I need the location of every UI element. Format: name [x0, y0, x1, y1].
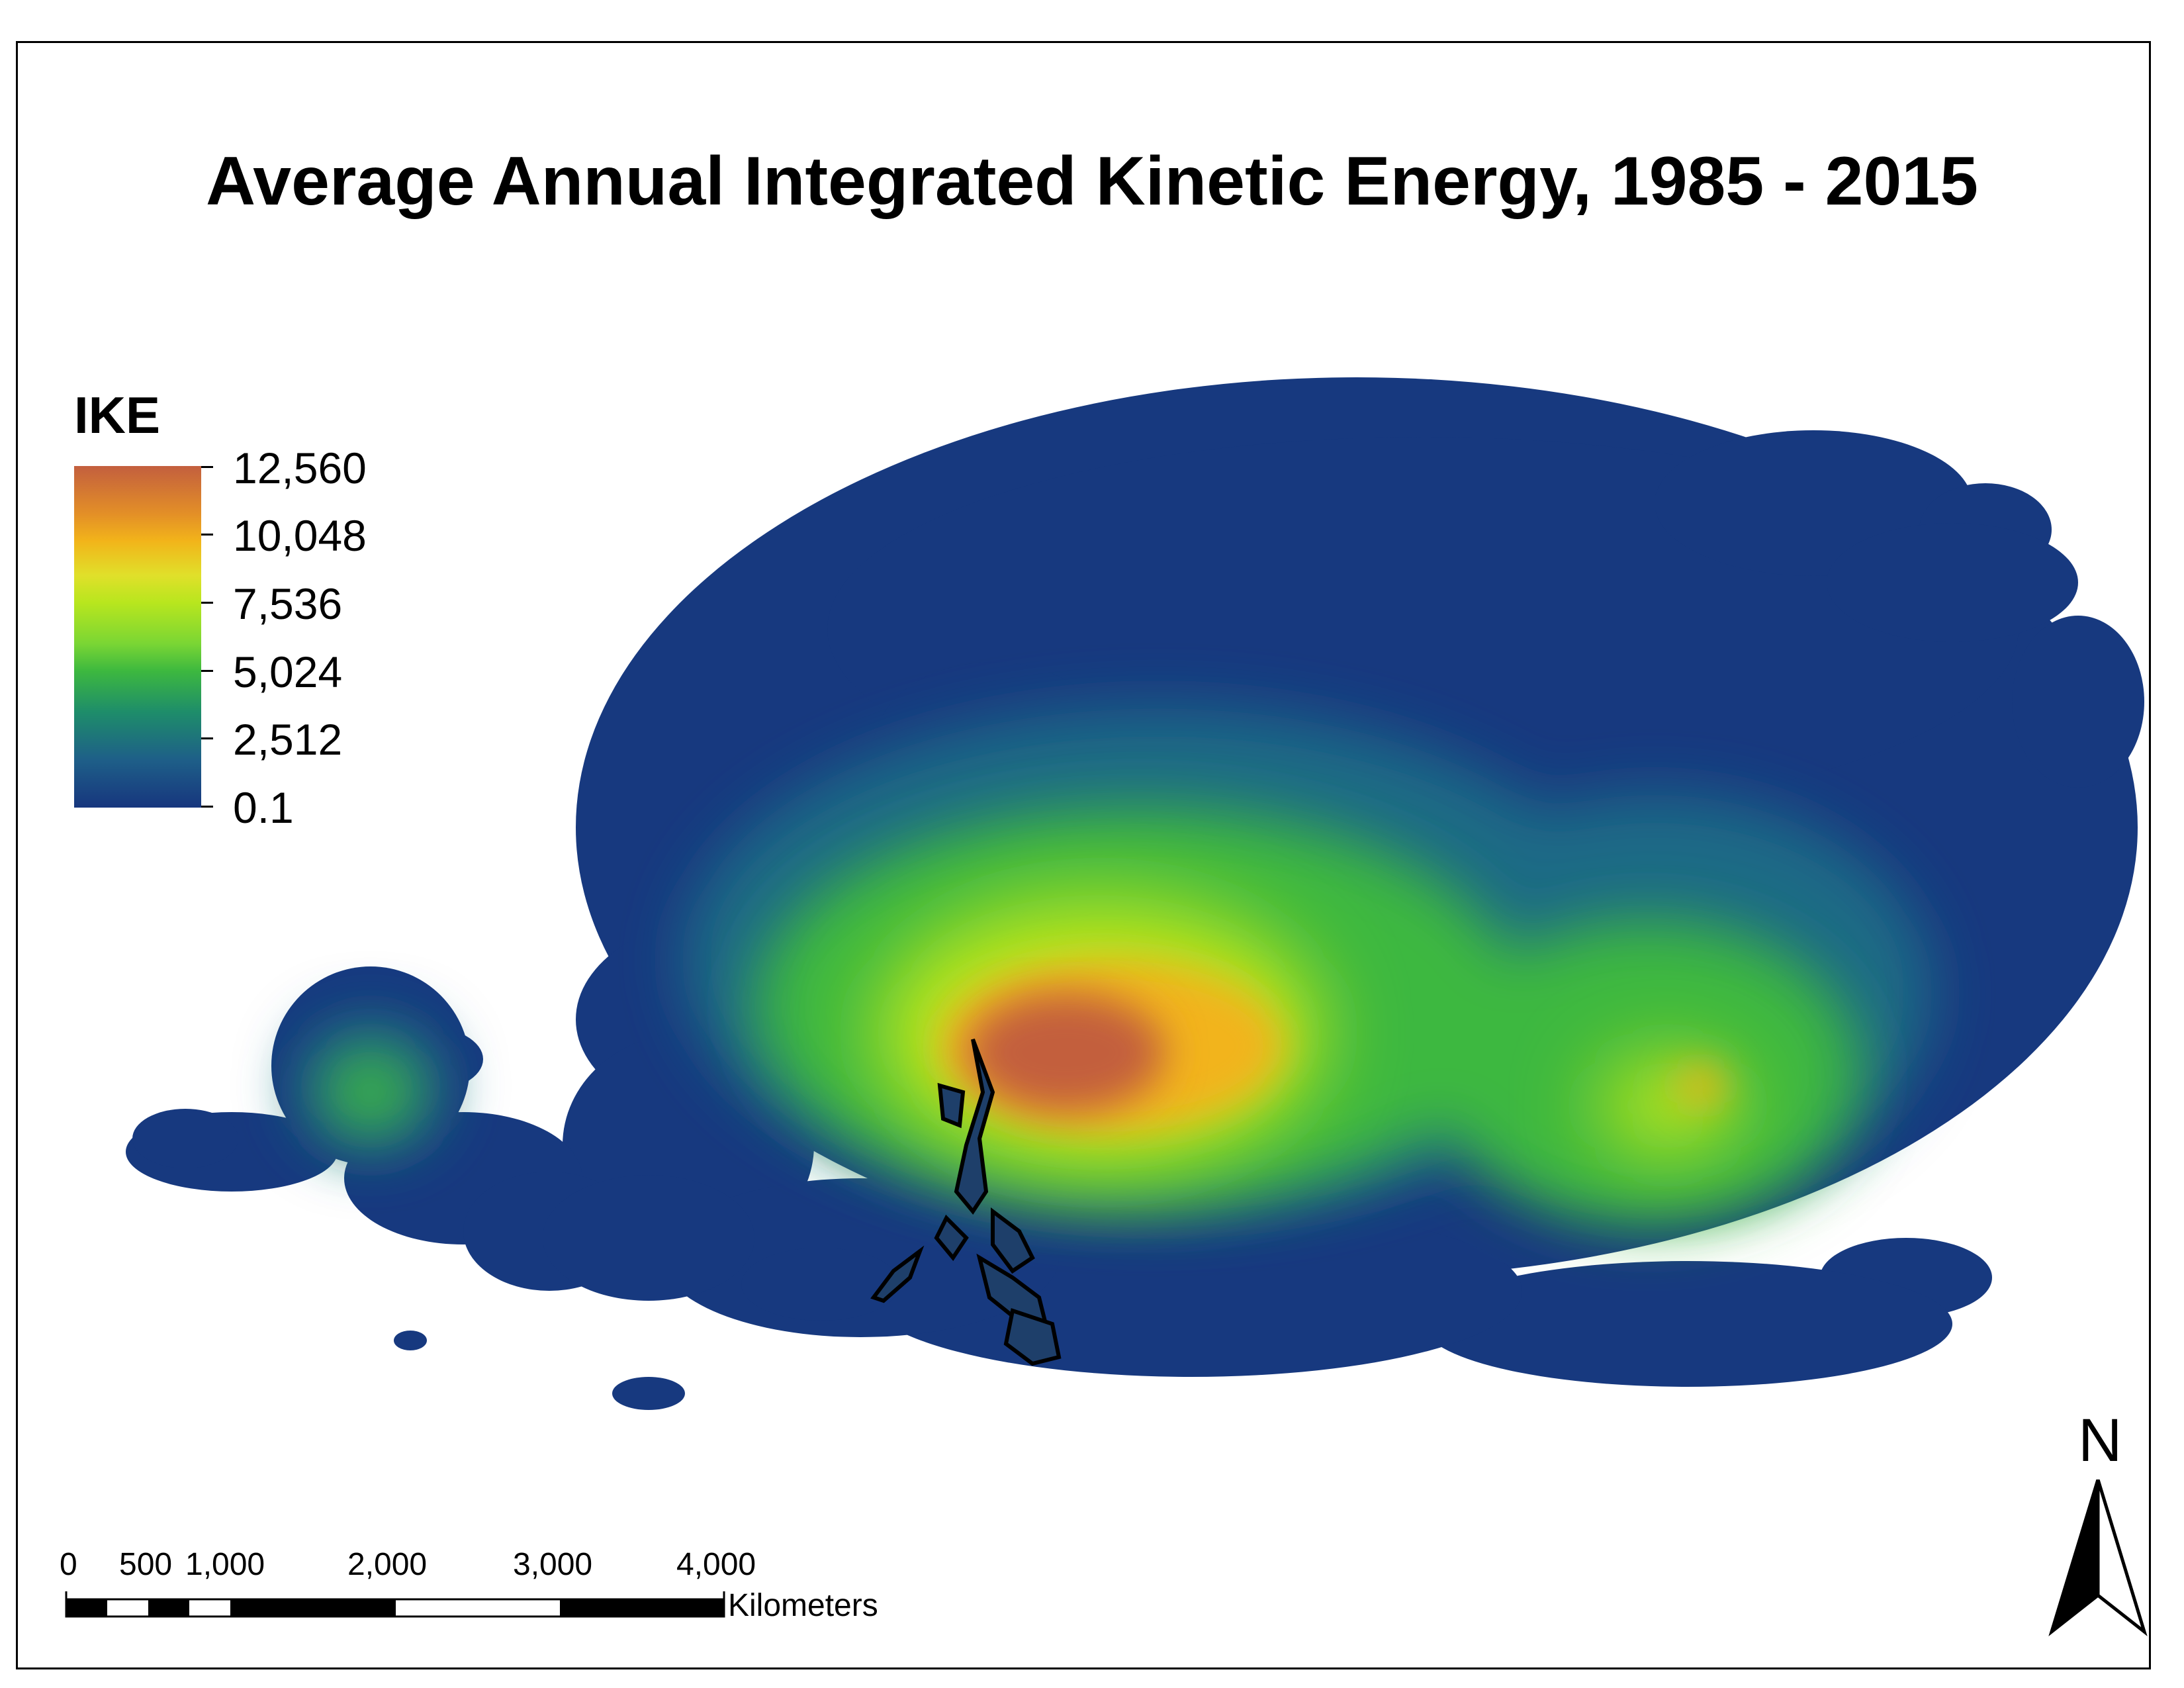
legend-title: IKE [74, 386, 161, 444]
scale-label: 3,000 [513, 1547, 593, 1582]
north-arrow-icon [2048, 1479, 2148, 1636]
north-arrow-label: N [2078, 1407, 2122, 1474]
scale-label: 0 [60, 1547, 77, 1582]
legend-tick [201, 602, 213, 604]
scale-label: 1,000 [185, 1547, 265, 1582]
scale-label: 2,000 [347, 1547, 428, 1582]
scale-label: 500 [119, 1547, 173, 1582]
ike-zone-max [966, 993, 1165, 1112]
legend-tick [201, 534, 213, 536]
legend-tick [201, 806, 213, 808]
legend-label-min: 0.1 [233, 783, 294, 832]
legend-label-max: 12,560 [233, 444, 367, 492]
legend-tick [201, 737, 213, 739]
legend-label: 2,512 [233, 715, 343, 764]
map-title: Average Annual Integrated Kinetic Energy… [206, 143, 1978, 220]
legend-tick [201, 670, 213, 672]
legend-label: 10,048 [233, 511, 367, 560]
scale-unit-label: Kilometers [728, 1588, 878, 1623]
legend-label: 7,536 [233, 579, 343, 628]
legend-tick [201, 466, 213, 468]
philippines-landmass [870, 1038, 1062, 1366]
legend-color-ramp [74, 466, 201, 808]
legend-label: 5,024 [233, 647, 343, 696]
scale-label: 4,000 [676, 1547, 756, 1582]
